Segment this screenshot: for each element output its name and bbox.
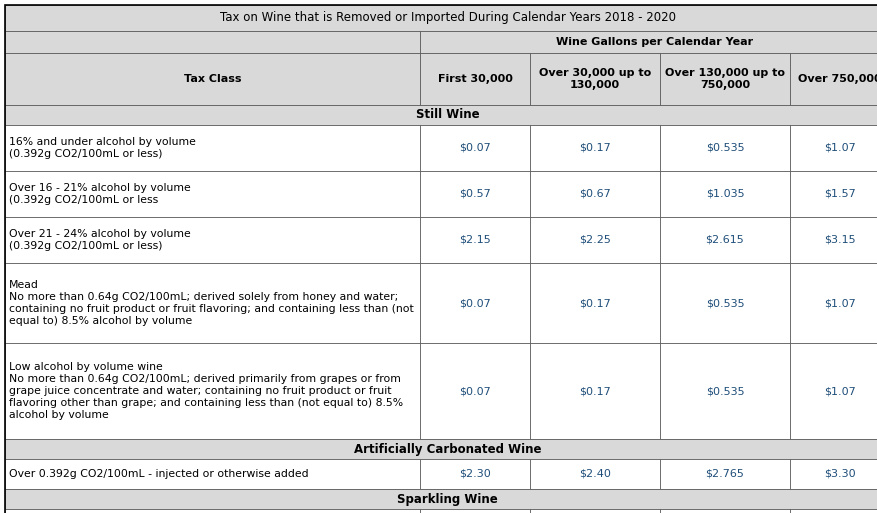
Bar (5, 263, 420, 343)
Bar (5, 343, 420, 439)
Bar (530, 459, 660, 489)
Text: $0.17: $0.17 (579, 298, 611, 308)
Bar (5, 509, 420, 513)
Bar (790, 171, 877, 217)
Text: $2.40: $2.40 (579, 469, 611, 479)
Bar (420, 125, 530, 171)
Bar (420, 217, 530, 263)
Text: $1.035: $1.035 (706, 189, 745, 199)
Bar (420, 53, 530, 105)
Bar (5, 31, 420, 53)
Text: Over 30,000 up to
130,000: Over 30,000 up to 130,000 (538, 68, 651, 90)
Bar (420, 343, 530, 439)
Text: $2.765: $2.765 (706, 469, 745, 479)
Text: $0.07: $0.07 (460, 143, 491, 153)
Text: $3.30: $3.30 (824, 469, 856, 479)
Text: $0.57: $0.57 (460, 189, 491, 199)
Text: $0.67: $0.67 (579, 189, 611, 199)
Text: Tax on Wine that is Removed or Imported During Calendar Years 2018 - 2020: Tax on Wine that is Removed or Imported … (219, 11, 675, 25)
Bar (420, 459, 530, 489)
Text: $2.30: $2.30 (460, 469, 491, 479)
Bar (530, 263, 660, 343)
Bar (790, 263, 877, 343)
Bar (530, 171, 660, 217)
Bar (5, 125, 420, 171)
Text: $1.07: $1.07 (824, 386, 856, 396)
Bar (420, 31, 877, 53)
Bar (660, 509, 790, 513)
Text: $0.535: $0.535 (706, 143, 745, 153)
Text: $0.07: $0.07 (460, 298, 491, 308)
Text: $1.07: $1.07 (824, 298, 856, 308)
Bar (790, 53, 877, 105)
Bar (5, 439, 877, 459)
Bar (530, 125, 660, 171)
Bar (530, 53, 660, 105)
Bar (660, 217, 790, 263)
Bar (790, 509, 877, 513)
Text: Mead
No more than 0.64g CO2/100mL; derived solely from honey and water;
containi: Mead No more than 0.64g CO2/100mL; deriv… (9, 280, 414, 326)
Bar (530, 217, 660, 263)
Text: Wine Gallons per Calendar Year: Wine Gallons per Calendar Year (556, 37, 753, 47)
Text: $1.07: $1.07 (824, 143, 856, 153)
Bar (420, 263, 530, 343)
Text: $0.17: $0.17 (579, 143, 611, 153)
Bar (5, 489, 877, 509)
Bar (660, 171, 790, 217)
Bar (5, 5, 877, 31)
Text: Artificially Carbonated Wine: Artificially Carbonated Wine (353, 443, 541, 456)
Text: $0.07: $0.07 (460, 386, 491, 396)
Bar (790, 459, 877, 489)
Bar (790, 343, 877, 439)
Bar (660, 343, 790, 439)
Text: First 30,000: First 30,000 (438, 74, 512, 84)
Text: Tax Class: Tax Class (184, 74, 241, 84)
Text: 16% and under alcohol by volume
(0.392g CO2/100mL or less): 16% and under alcohol by volume (0.392g … (9, 137, 196, 159)
Text: Over 0.392g CO2/100mL - injected or otherwise added: Over 0.392g CO2/100mL - injected or othe… (9, 469, 309, 479)
Text: Sparkling Wine: Sparkling Wine (397, 492, 498, 505)
Text: $2.25: $2.25 (579, 235, 611, 245)
Bar (660, 125, 790, 171)
Bar (5, 459, 420, 489)
Bar (660, 459, 790, 489)
Text: $0.17: $0.17 (579, 386, 611, 396)
Text: $2.15: $2.15 (460, 235, 491, 245)
Text: $3.15: $3.15 (824, 235, 856, 245)
Text: Over 130,000 up to
750,000: Over 130,000 up to 750,000 (665, 68, 785, 90)
Bar (790, 125, 877, 171)
Bar (790, 217, 877, 263)
Text: $1.57: $1.57 (824, 189, 856, 199)
Bar (5, 217, 420, 263)
Bar (420, 171, 530, 217)
Text: $0.535: $0.535 (706, 386, 745, 396)
Text: Over 750,000: Over 750,000 (798, 74, 877, 84)
Text: $0.535: $0.535 (706, 298, 745, 308)
Bar (5, 53, 420, 105)
Bar (5, 171, 420, 217)
Text: Over 21 - 24% alcohol by volume
(0.392g CO2/100mL or less): Over 21 - 24% alcohol by volume (0.392g … (9, 229, 191, 251)
Bar (530, 343, 660, 439)
Text: Over 16 - 21% alcohol by volume
(0.392g CO2/100mL or less: Over 16 - 21% alcohol by volume (0.392g … (9, 183, 191, 205)
Text: Still Wine: Still Wine (416, 109, 480, 122)
Bar (5, 105, 877, 125)
Bar (660, 263, 790, 343)
Bar (530, 509, 660, 513)
Text: $2.615: $2.615 (706, 235, 745, 245)
Bar (660, 53, 790, 105)
Text: Low alcohol by volume wine
No more than 0.64g CO2/100mL; derived primarily from : Low alcohol by volume wine No more than … (9, 362, 403, 420)
Bar (420, 509, 530, 513)
